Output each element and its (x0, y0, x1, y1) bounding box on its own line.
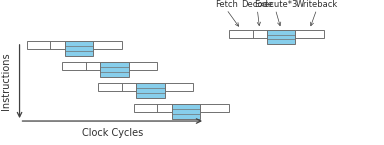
Text: Instructions: Instructions (2, 53, 12, 110)
Bar (172, 104, 200, 119)
Text: Fetch: Fetch (215, 0, 238, 9)
Text: Decode: Decode (241, 0, 273, 9)
Bar (229, 30, 324, 38)
Text: Writeback: Writeback (296, 0, 338, 9)
Bar (100, 62, 129, 77)
Bar (62, 62, 157, 70)
Bar (98, 83, 193, 91)
Bar (136, 83, 165, 98)
Text: Clock Cycles: Clock Cycles (82, 128, 143, 138)
Bar (267, 30, 295, 44)
Bar (134, 104, 229, 112)
Bar (26, 41, 122, 49)
Text: Execute*3: Execute*3 (254, 0, 297, 9)
Bar (65, 41, 93, 56)
